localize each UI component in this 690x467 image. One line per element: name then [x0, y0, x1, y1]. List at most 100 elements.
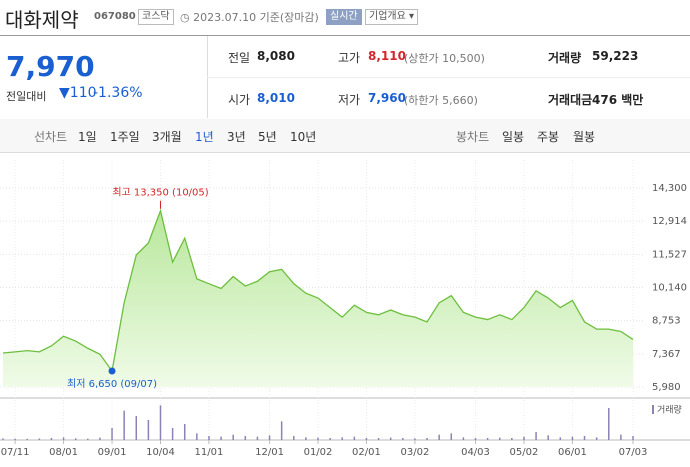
volume-bar: [256, 436, 259, 440]
x-tick-label: 02/01: [352, 447, 381, 458]
volume-bar: [183, 424, 186, 440]
volume-bar: [171, 428, 174, 440]
stat-label: 거래량: [548, 51, 582, 65]
line-tab[interactable]: 3년: [227, 130, 246, 144]
candle-tab[interactable]: 주봉: [537, 130, 560, 144]
stat-value: 8,080: [257, 49, 295, 63]
volume-bar: [389, 437, 392, 440]
volume-bar: [595, 437, 598, 440]
line-tab[interactable]: 1년: [195, 130, 214, 144]
volume-bar: [377, 438, 380, 440]
high-label: 최고 13,350 (10/05): [112, 187, 208, 199]
volume-bar: [583, 436, 586, 440]
change-value: 110: [69, 85, 97, 101]
line-tab[interactable]: 10년: [290, 130, 317, 144]
volume-bar: [620, 434, 622, 440]
volume-bar: [305, 437, 307, 440]
change-label: 전일대비: [6, 90, 47, 103]
y-tick-label: 10,140: [652, 283, 687, 294]
volume-bar: [559, 437, 562, 440]
x-tick-label: 05/02: [510, 447, 539, 458]
volume-bar: [341, 437, 343, 440]
volume-bar: [14, 438, 16, 440]
stock-name: 대화제약: [5, 8, 79, 32]
stat-label: 거래대금: [548, 93, 593, 107]
volume-bar: [87, 438, 89, 440]
volume-bar: [511, 438, 513, 440]
line-tab[interactable]: 1주일: [110, 130, 140, 144]
volume-bar: [38, 438, 41, 440]
y-tick-label: 11,527: [652, 249, 687, 260]
stat-label: 전일: [228, 51, 251, 65]
volume-bar: [280, 421, 283, 440]
volume-bar: [208, 436, 210, 440]
low-marker: [108, 367, 116, 375]
stat-label: 고가: [338, 51, 361, 65]
overview-text: 기업개요: [369, 11, 406, 22]
low-label: 최저 6,650 (09/07): [67, 378, 157, 390]
line-tab[interactable]: 3개월: [152, 130, 182, 144]
change: ▼110: [59, 85, 97, 101]
y-tick-label: 8,753: [652, 316, 681, 327]
volume-bar: [26, 438, 28, 440]
volume-bar: [111, 428, 113, 440]
volume-bar: [486, 438, 489, 440]
tab-bar: [0, 119, 690, 153]
volume-bar: [62, 437, 65, 440]
volume-bar: [244, 436, 247, 440]
date-text: 2023.07.10 기준(장마감): [193, 11, 319, 24]
volume-bar: [268, 435, 271, 440]
stat-extra: (하한가 5,660): [404, 94, 478, 107]
volume-bar: [50, 438, 53, 440]
volume-bar: [450, 433, 453, 440]
volume-bar: [196, 433, 198, 440]
volume-bar: [99, 437, 101, 440]
stat-label: 시가: [228, 93, 251, 107]
y-tick-label: 12,914: [652, 216, 687, 227]
stat-label: 저가: [338, 93, 361, 107]
market-badge: 코스닥: [138, 9, 174, 25]
x-tick-label: 01/02: [304, 447, 333, 458]
tab-group-label: 선차트: [34, 130, 68, 144]
volume-bar: [438, 434, 440, 440]
change-pct: -1.36%: [93, 85, 143, 101]
x-tick-label: 12/01: [255, 447, 284, 458]
overview-button[interactable]: 기업개요 ▾: [365, 9, 419, 25]
volume-bar: [547, 435, 549, 440]
volume-bar: [535, 432, 537, 440]
line-tab[interactable]: 1일: [78, 130, 97, 144]
line-tab[interactable]: 5년: [258, 130, 277, 144]
volume-bar: [523, 436, 525, 440]
volume-bar: [462, 437, 465, 440]
volume-bar: [74, 438, 77, 440]
stat-value: 59,223: [592, 49, 639, 63]
volume-bar: [317, 437, 319, 440]
y-tick-label: 14,300: [652, 183, 687, 194]
x-tick-label: 03/02: [401, 447, 430, 458]
legend-label: 거래량: [657, 404, 682, 416]
volume-bar: [608, 408, 610, 440]
volume-bar: [293, 436, 295, 440]
candle-tab[interactable]: 일봉: [502, 130, 525, 144]
x-tick-label: 04/03: [461, 447, 490, 458]
date: ◷ 2023.07.10 기준(장마감): [180, 11, 319, 24]
stat-value: 8,010: [257, 91, 295, 105]
divider: [207, 77, 690, 78]
candle-tab[interactable]: 월봉: [573, 130, 596, 144]
tab-group-label: 봉차트: [456, 130, 490, 144]
x-tick-label: 06/01: [558, 447, 587, 458]
price: 7,970: [6, 50, 95, 83]
volume-bar: [220, 436, 222, 440]
volume-bar: [402, 438, 404, 440]
volume-bar: [571, 436, 574, 440]
volume-bar: [147, 420, 150, 440]
stat-value: 476 백만: [592, 93, 644, 107]
volume-bar: [135, 416, 138, 440]
volume-bar: [232, 434, 234, 440]
x-tick-label: 07/03: [619, 447, 648, 458]
realtime-button[interactable]: 실시간: [326, 9, 362, 25]
price-line: [2, 208, 634, 373]
volume-bar: [498, 437, 501, 440]
y-tick-label: 5,980: [652, 382, 681, 393]
